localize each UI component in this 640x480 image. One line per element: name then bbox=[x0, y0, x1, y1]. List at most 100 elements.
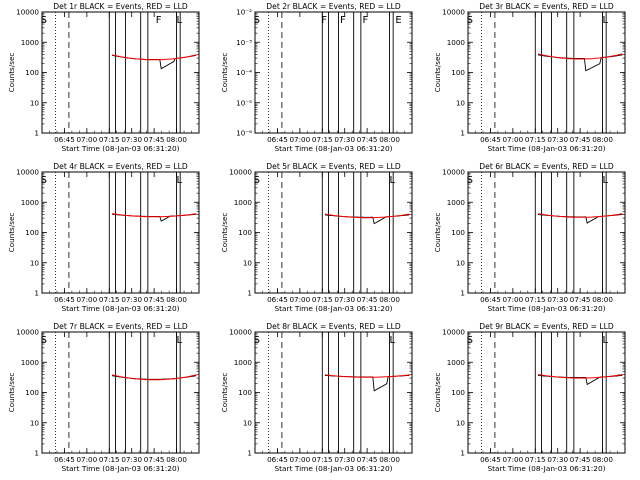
flag-letter: S bbox=[467, 335, 473, 346]
x-tick-label: 08:00 bbox=[379, 295, 400, 304]
y-tick-label: 10000 bbox=[442, 8, 465, 17]
x-tick-label: 08:00 bbox=[592, 135, 613, 144]
x-tick-label: 08:00 bbox=[166, 295, 187, 304]
x-axis-label: Start Time (08-Jan-03 06:31:20) bbox=[274, 464, 392, 473]
x-tick-label: 07:30 bbox=[121, 135, 142, 144]
flag-letter: S bbox=[41, 175, 47, 186]
x-tick-label: 08:00 bbox=[166, 455, 187, 464]
y-tick-label: 10000 bbox=[16, 168, 39, 177]
flag-letter: S bbox=[41, 335, 47, 346]
x-tick-label: 07:00 bbox=[502, 135, 523, 144]
x-tick-label: 07:45 bbox=[144, 135, 165, 144]
y-tick-label: 1000 bbox=[21, 358, 40, 367]
x-tick-label: 06:45 bbox=[54, 295, 75, 304]
flag-letter: F bbox=[321, 15, 327, 26]
y-axis-label: Counts/sec bbox=[7, 213, 16, 253]
flag-letter: L bbox=[389, 175, 395, 186]
y-tick-label: 10⁻⁴ bbox=[236, 68, 252, 77]
y-tick-label: 10000 bbox=[16, 8, 39, 17]
x-tick-label: 06:45 bbox=[480, 295, 501, 304]
x-tick-label: 07:30 bbox=[121, 295, 142, 304]
y-tick-label: 10000 bbox=[16, 328, 39, 337]
x-tick-label: 08:00 bbox=[592, 455, 613, 464]
x-tick-label: 08:00 bbox=[379, 135, 400, 144]
y-tick-label: 1 bbox=[247, 449, 252, 458]
y-tick-label: 1000 bbox=[21, 38, 40, 47]
x-tick-label: 08:00 bbox=[379, 455, 400, 464]
plot-title: Det 8r BLACK = Events, RED = LLD bbox=[266, 322, 401, 331]
y-axis-label: Counts/sec bbox=[220, 53, 229, 93]
x-tick-label: 07:30 bbox=[334, 455, 355, 464]
y-tick-label: 10000 bbox=[229, 168, 252, 177]
flag-letter: S bbox=[467, 175, 473, 186]
plot-frame bbox=[254, 331, 413, 454]
y-tick-label: 1000 bbox=[447, 358, 466, 367]
y-tick-label: 10 bbox=[456, 258, 466, 267]
plot-title: Det 4r BLACK = Events, RED = LLD bbox=[53, 162, 188, 171]
y-tick-label: 10 bbox=[243, 258, 253, 267]
lld-series-line bbox=[111, 54, 197, 61]
x-tick-label: 06:45 bbox=[267, 135, 288, 144]
plot-title: Det 2r BLACK = Events, RED = LLD bbox=[266, 2, 401, 11]
x-axis-label: Start Time (08-Jan-03 06:31:20) bbox=[274, 304, 392, 313]
x-tick-label: 07:00 bbox=[502, 455, 523, 464]
x-tick-label: 07:00 bbox=[76, 295, 97, 304]
plot-frame bbox=[41, 171, 200, 294]
y-tick-label: 1 bbox=[460, 129, 465, 138]
plot-frame bbox=[254, 171, 413, 294]
detector-plot-1: Det 1r BLACK = Events, RED = LLD 1 10 100 10… bbox=[7, 2, 200, 153]
lld-series-line bbox=[324, 374, 410, 378]
y-tick-label: 100 bbox=[238, 388, 252, 397]
x-tick-label: 06:45 bbox=[480, 455, 501, 464]
plot-title: Det 1r BLACK = Events, RED = LLD bbox=[53, 2, 188, 11]
x-tick-label: 07:15 bbox=[525, 295, 546, 304]
y-tick-label: 1 bbox=[460, 289, 465, 298]
y-tick-label: 10 bbox=[30, 98, 40, 107]
x-tick-label: 08:00 bbox=[592, 295, 613, 304]
events-series-line bbox=[537, 54, 623, 72]
x-tick-label: 06:45 bbox=[54, 135, 75, 144]
detector-plot-4: Det 4r BLACK = Events, RED = LLD 1 10 100 10… bbox=[7, 162, 200, 313]
lld-series-line bbox=[324, 213, 410, 219]
x-tick-label: 07:15 bbox=[312, 455, 333, 464]
flag-letter: F bbox=[340, 15, 346, 26]
x-tick-label: 07:45 bbox=[357, 455, 378, 464]
x-tick-label: 07:15 bbox=[525, 135, 546, 144]
x-tick-label: 07:15 bbox=[525, 455, 546, 464]
y-tick-label: 1000 bbox=[447, 198, 466, 207]
y-tick-label: 10 bbox=[456, 418, 466, 427]
x-tick-label: 07:15 bbox=[99, 135, 120, 144]
plot-frame bbox=[41, 11, 200, 134]
flag-letter: L bbox=[602, 15, 608, 26]
lld-series-line bbox=[111, 374, 197, 381]
x-tick-label: 07:30 bbox=[547, 455, 568, 464]
y-tick-label: 100 bbox=[25, 228, 39, 237]
x-tick-label: 07:15 bbox=[99, 455, 120, 464]
plot-title: Det 7r BLACK = Events, RED = LLD bbox=[53, 322, 188, 331]
y-tick-label: 1 bbox=[34, 289, 39, 298]
y-tick-label: 1 bbox=[34, 449, 39, 458]
flag-letter: S bbox=[254, 335, 260, 346]
x-tick-label: 07:15 bbox=[99, 295, 120, 304]
detector-plot-9: Det 9r BLACK = Events, RED = LLD 1 10 100 10… bbox=[433, 322, 626, 473]
x-axis-label: Start Time (08-Jan-03 06:31:20) bbox=[61, 304, 179, 313]
plot-frame bbox=[254, 11, 413, 134]
x-tick-label: 07:00 bbox=[76, 455, 97, 464]
plot-frame bbox=[467, 11, 626, 134]
y-tick-label: 10 bbox=[30, 258, 40, 267]
y-tick-label: 100 bbox=[451, 388, 465, 397]
y-tick-label: 10 bbox=[30, 418, 40, 427]
flag-letter: F bbox=[156, 15, 162, 26]
flag-letter: E bbox=[395, 15, 401, 26]
x-tick-label: 06:45 bbox=[480, 135, 501, 144]
y-tick-label: 1 bbox=[460, 449, 465, 458]
x-axis-label: Start Time (08-Jan-03 06:31:20) bbox=[61, 464, 179, 473]
detector-plot-7: Det 7r BLACK = Events, RED = LLD 1 10 100 10… bbox=[7, 322, 200, 473]
y-tick-label: 10000 bbox=[442, 328, 465, 337]
y-tick-label: 10⁻⁵ bbox=[236, 98, 252, 107]
plot-frame bbox=[467, 331, 626, 454]
y-axis-label: Counts/sec bbox=[220, 373, 229, 413]
x-axis-label: Start Time (08-Jan-03 06:31:20) bbox=[487, 304, 605, 313]
x-axis-label: Start Time (08-Jan-03 06:31:20) bbox=[487, 464, 605, 473]
